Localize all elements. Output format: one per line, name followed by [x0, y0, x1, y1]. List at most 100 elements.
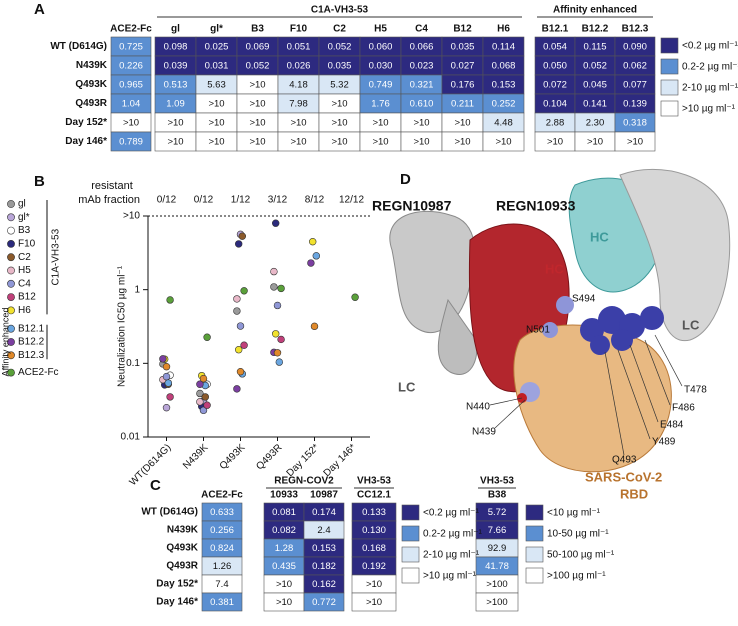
point: [273, 349, 282, 357]
cell-value: 0.176: [451, 80, 475, 91]
legend-label: gl: [18, 199, 26, 210]
column-header: 10987: [310, 490, 338, 501]
point: [309, 237, 317, 246]
point: [273, 301, 282, 310]
antibody-name: REGN10987: [372, 198, 452, 214]
y-tick-label: 0.1: [126, 358, 140, 369]
cell-value: 5.32: [330, 80, 349, 91]
point: [236, 367, 245, 376]
point: [236, 322, 245, 330]
cell-value: 1.04: [122, 99, 141, 110]
legend-swatch: [525, 504, 544, 521]
heat-cell: [110, 131, 152, 152]
legend-label: 0.2-2 µg ml⁻¹: [682, 62, 738, 73]
cell-value: >10: [123, 118, 139, 129]
point: [199, 374, 208, 383]
annotation: 3/12: [268, 195, 288, 206]
cell-value: >10: [167, 118, 183, 129]
panel-label: A: [34, 1, 45, 18]
point: [310, 322, 319, 331]
cell-value: 4.18: [289, 80, 308, 91]
column-header: B38: [488, 490, 507, 501]
cell-value: 0.098: [164, 42, 188, 53]
legend-label: <10 µg ml⁻¹: [547, 508, 601, 519]
point: [277, 335, 285, 344]
legend-label: H5: [18, 265, 31, 276]
legend-swatch: [401, 546, 420, 563]
legend-label: >10 µg ml⁻¹: [682, 104, 736, 115]
legend-group-label: Affinity enhanced: [0, 308, 10, 377]
heat-cell: [303, 592, 345, 612]
antibody-name: REGN10933: [496, 198, 576, 214]
point: [201, 393, 210, 401]
cell-value: >10: [331, 99, 347, 110]
annotation-title: mAb fraction: [78, 194, 140, 206]
point: [270, 283, 278, 291]
column-header: F10: [290, 24, 308, 35]
cell-value: 0.115: [583, 42, 606, 53]
panel-label: B: [34, 173, 45, 190]
cell-value: 0.081: [272, 507, 296, 518]
point: [196, 398, 204, 406]
x-tick-label: Q493R: [254, 442, 284, 472]
cell-value: 5.72: [488, 507, 507, 518]
column-group-label: REGN-COV2: [274, 476, 334, 487]
legend-marker: [7, 279, 15, 288]
leader-lines: [489, 334, 683, 456]
residue-label: Q493: [612, 455, 637, 466]
x-tick-label: Q493K: [218, 442, 248, 472]
cell-value: >10: [366, 579, 382, 590]
cell-value: 0.082: [272, 525, 296, 536]
cell-value: 0.027: [451, 61, 475, 72]
chain-label: LC: [682, 317, 700, 332]
legend-swatch: [401, 504, 420, 521]
annotation: 0/12: [157, 195, 177, 206]
cell-value: >100: [486, 579, 507, 590]
legend-label: ACE2-Fc: [18, 367, 59, 378]
cell-value: 7.66: [488, 525, 507, 536]
rbd-label: SARS-CoV-2: [585, 469, 662, 484]
residue-label: N439: [472, 427, 496, 438]
cell-value: 0.182: [312, 561, 336, 572]
cell-value: 0.772: [312, 597, 336, 608]
column-header: B12.2: [582, 24, 609, 35]
column-header: B12.1: [542, 24, 569, 35]
cell-value: 0.435: [272, 561, 296, 572]
heat-cell: [201, 592, 243, 612]
cell-value: 7.98: [289, 99, 308, 110]
cell-value: 0.077: [623, 80, 647, 91]
x-tick-label: Day 146*: [322, 442, 359, 479]
cell-value: >10: [413, 137, 429, 148]
cell-value: >10: [454, 118, 470, 129]
row-label: Q493K: [75, 79, 107, 90]
legend-label: <0.2 µg ml⁻¹: [423, 508, 479, 519]
cell-value: 0.062: [623, 61, 647, 72]
column-header: C2: [333, 24, 346, 35]
cell-value: 1.76: [371, 99, 390, 110]
column-group-label: VH3-53: [480, 476, 514, 487]
cell-value: 0.026: [287, 61, 311, 72]
legend-label: B3: [18, 225, 31, 236]
legend-label: B12.1: [18, 323, 45, 334]
legend-label: 0.2-2 µg ml⁻¹: [423, 529, 483, 540]
cell-value: >10: [208, 137, 224, 148]
cell-value: 0.104: [543, 99, 567, 110]
residue-label: N501: [526, 325, 550, 336]
row-label: Day 152*: [156, 579, 198, 590]
legend-marker: [7, 239, 15, 248]
legend-swatch: [525, 546, 544, 563]
row-label: Q493R: [166, 561, 198, 572]
cell-value: 41.78: [485, 561, 509, 572]
cell-value: 1.09: [166, 99, 185, 110]
cell-value: >10: [276, 597, 292, 608]
annotation: 1/12: [231, 195, 251, 206]
legend-swatch: [660, 37, 679, 54]
cell-value: >10: [276, 579, 292, 590]
cell-value: 0.141: [583, 99, 607, 110]
cell-value: 0.031: [205, 61, 229, 72]
cell-value: 0.256: [210, 525, 234, 536]
point: [272, 219, 280, 227]
cell-value: >10: [249, 80, 265, 91]
cell-value: >10: [331, 137, 347, 148]
